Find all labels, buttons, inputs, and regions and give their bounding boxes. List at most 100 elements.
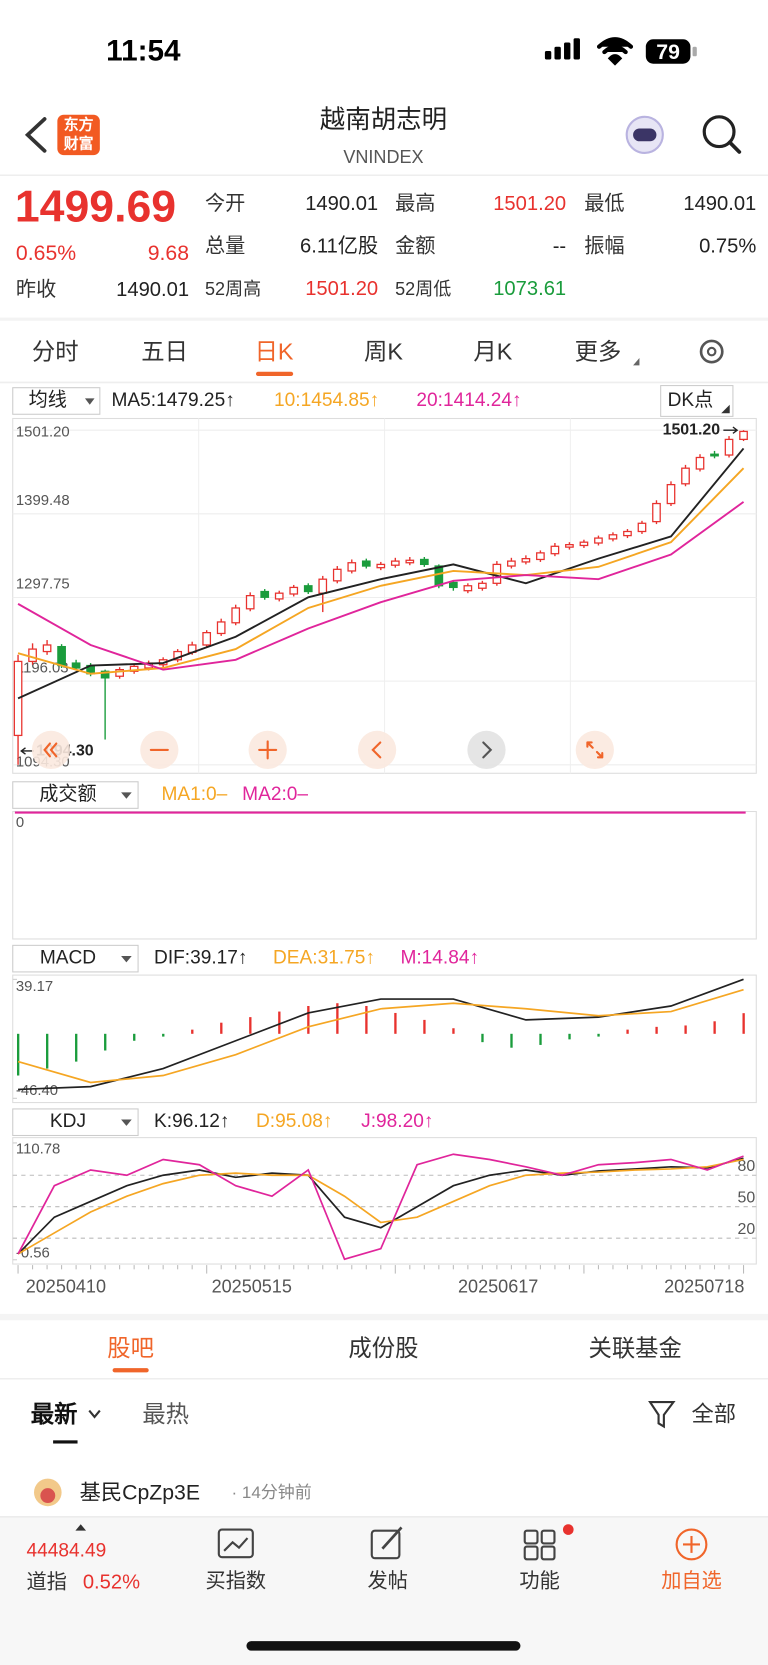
candle-body: [28, 648, 37, 663]
page-title: 越南胡志明: [320, 106, 447, 134]
section-tab[interactable]: 关联基金: [588, 1335, 681, 1361]
macd-bar: [394, 1012, 397, 1034]
period-tab[interactable]: 分时: [32, 339, 79, 365]
candle-body: [666, 483, 676, 505]
chart-control[interactable]: [467, 730, 506, 770]
indicator-menu[interactable]: [12, 1108, 139, 1137]
candle-body: [637, 522, 647, 533]
dk-button[interactable]: [660, 385, 734, 417]
field-label: 最低: [584, 192, 624, 215]
macd-line: [18, 978, 744, 1091]
field-label: 52周高: [205, 279, 261, 299]
home-indicator: [246, 1641, 521, 1651]
logo: [57, 114, 100, 156]
indicator-menu-label: KDJ: [50, 1111, 86, 1132]
menu-caret: [84, 398, 95, 405]
candle-body: [608, 534, 618, 540]
candle-body: [710, 453, 719, 457]
field-label: 今开: [205, 192, 245, 215]
legend-entry: DIF:39.17↑: [154, 948, 247, 969]
field-value: 1501.20: [493, 193, 566, 215]
macd-bar: [452, 1028, 455, 1034]
field-value: 6.11亿股: [300, 234, 378, 257]
indicator-menu-label: 成交额: [39, 783, 96, 805]
candle-body: [405, 559, 415, 564]
menu-caret: [121, 955, 132, 963]
macd-bar: [510, 1033, 513, 1048]
section-tab[interactable]: 成份股: [348, 1335, 418, 1361]
signal-bar: [554, 46, 561, 60]
section-tab[interactable]: 股吧: [107, 1335, 154, 1361]
index-value[interactable]: 44484.49: [27, 1540, 107, 1561]
settings-icon[interactable]: [699, 339, 724, 364]
chart-control[interactable]: [575, 730, 614, 770]
candle-body: [521, 557, 531, 563]
search-icon[interactable]: [702, 115, 736, 149]
battery-level: 79: [656, 40, 680, 64]
macd-bar: [278, 1011, 281, 1034]
macd-bar: [46, 1033, 49, 1069]
field-label: 昨收: [16, 278, 56, 301]
chart-control[interactable]: [357, 730, 397, 770]
back-button[interactable]: [24, 117, 47, 153]
filter-label[interactable]: 全部: [691, 1401, 736, 1426]
assistant-face: [633, 128, 657, 142]
period-tab[interactable]: 月K: [473, 339, 512, 365]
action-icon: [682, 1535, 700, 1553]
candle-body: [303, 585, 313, 593]
period-tab[interactable]: 周K: [364, 339, 403, 365]
post-user[interactable]: 基民CpZp3E: [80, 1480, 200, 1504]
action-label[interactable]: 功能: [519, 1570, 559, 1593]
divider: [0, 317, 768, 321]
macd-bar: [684, 1025, 687, 1034]
action-icon: [223, 1537, 249, 1552]
indicator-menu[interactable]: [12, 387, 101, 415]
legend-entry: MA1:0–: [161, 784, 227, 805]
chart-frame: [12, 810, 757, 940]
candle-body: [434, 565, 444, 587]
control-icon: [586, 741, 604, 759]
date-label: 20250718: [664, 1276, 744, 1296]
macd-bar: [713, 1021, 716, 1034]
period-tab[interactable]: 日K: [255, 339, 294, 365]
indicator-menu[interactable]: [12, 781, 139, 809]
tab-indicator: [255, 371, 294, 377]
candle-body: [361, 560, 371, 567]
macd-line: [17, 988, 744, 1084]
period-tab[interactable]: 五日: [141, 339, 188, 365]
legend-entry: M:14.84↑: [400, 948, 479, 969]
candle-body: [318, 578, 328, 594]
field-value: 1490.01: [305, 193, 378, 215]
indicator-menu-label: MACD: [40, 948, 96, 969]
macd-bar: [162, 1033, 165, 1037]
candle-body: [419, 558, 429, 566]
legend-entry: J:98.20↑: [361, 1111, 433, 1132]
field-label: 最高: [395, 192, 435, 215]
macd-bar: [568, 1033, 571, 1040]
dk-button-label: DK点: [668, 389, 714, 411]
action-label[interactable]: 加自选: [661, 1570, 722, 1593]
field-value: 1490.01: [683, 193, 756, 215]
chart-frame: [12, 1137, 757, 1265]
period-tab[interactable]: 更多: [575, 339, 622, 365]
macd-bar: [742, 1013, 745, 1034]
candle-body: [115, 669, 124, 677]
clock: 11:54: [106, 34, 181, 67]
indicator-menu[interactable]: [12, 944, 139, 973]
candle-body: [448, 581, 458, 589]
sort-option[interactable]: 最热: [142, 1401, 189, 1427]
kdj-line: [17, 1157, 744, 1255]
section-gap: [0, 1313, 768, 1321]
candle-body: [245, 594, 255, 610]
notification-dot: [562, 1524, 574, 1535]
legend-entry: 20:1414.24↑: [416, 390, 521, 411]
candle-body: [274, 592, 284, 600]
candle-body: [695, 456, 705, 470]
action-label[interactable]: 买指数: [206, 1570, 267, 1593]
sort-option[interactable]: 最新: [31, 1400, 78, 1427]
candle-body: [57, 645, 66, 667]
control-icon: [258, 740, 278, 760]
expand-caret: [75, 1524, 87, 1531]
action-label[interactable]: 发帖: [368, 1570, 408, 1593]
